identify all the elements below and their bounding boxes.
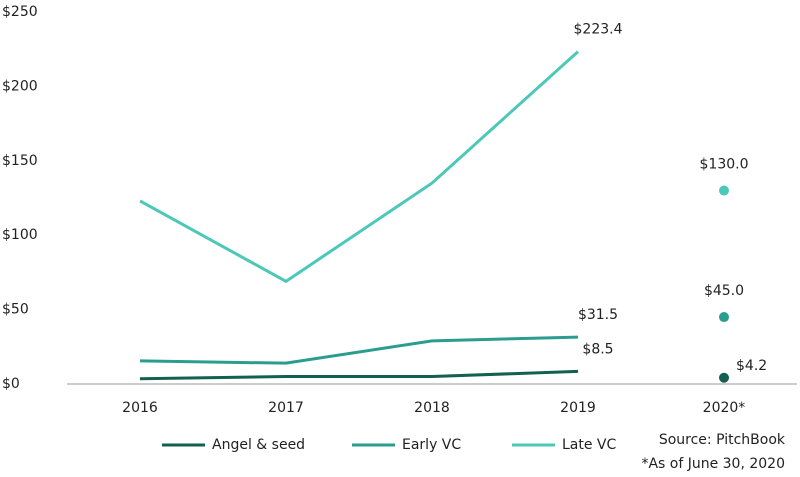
series-point	[719, 185, 729, 196]
data-label: $31.5	[578, 307, 618, 323]
y-tick-label: $0	[2, 376, 20, 392]
y-tick-label: $100	[2, 227, 38, 243]
x-tick-label: 2019	[560, 400, 596, 416]
y-tick-label: $200	[2, 78, 38, 94]
legend-label: Late VC	[562, 437, 617, 453]
series-line	[139, 335, 579, 365]
data-label: $4.2	[736, 358, 767, 374]
series-line	[139, 50, 580, 284]
data-label: $8.5	[582, 341, 613, 357]
data-label: $45.0	[704, 283, 744, 299]
source-note: Source: PitchBook	[659, 432, 786, 448]
series-line	[139, 369, 579, 381]
x-tick-label: 2017	[268, 400, 304, 416]
legend-label: Angel & seed	[212, 437, 305, 453]
y-tick-label: $50	[2, 302, 29, 318]
x-tick-label: 2020*	[703, 400, 746, 416]
footnote: *As of June 30, 2020	[641, 456, 785, 472]
series-point	[719, 312, 729, 323]
data-label: $223.4	[574, 22, 623, 38]
x-tick-label: 2016	[122, 400, 158, 416]
x-tick-label: 2018	[414, 400, 450, 416]
legend-label: Early VC	[402, 437, 461, 453]
y-tick-label: $150	[2, 153, 38, 169]
series-point	[719, 372, 729, 383]
data-label: $130.0	[700, 157, 749, 173]
y-tick-label: $250	[2, 4, 38, 20]
